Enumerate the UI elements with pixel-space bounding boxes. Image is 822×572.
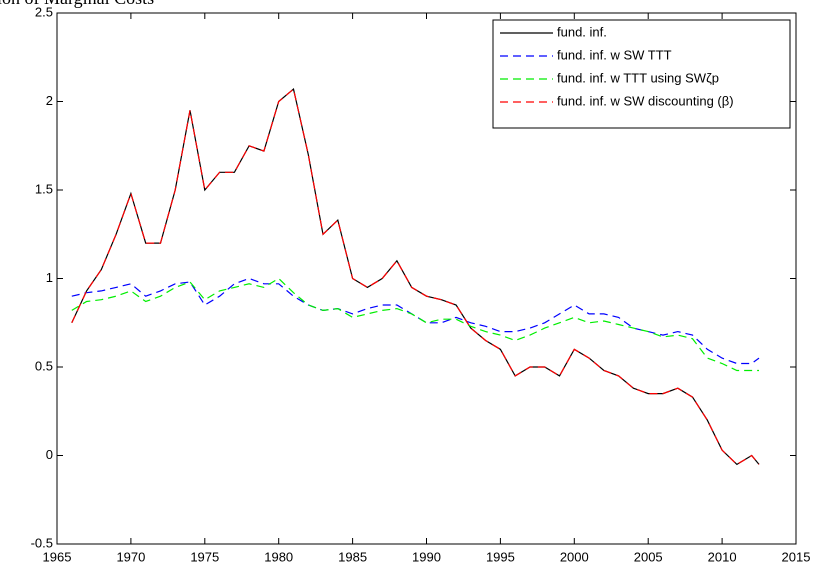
y-tick-label: 1 (46, 270, 53, 285)
x-tick-label: 1995 (486, 549, 515, 564)
x-tick-label: 1980 (264, 549, 293, 564)
y-tick-label: 0 (46, 447, 53, 462)
legend-label: fund. inf. w TTT using SWζp (557, 70, 719, 85)
legend-box (492, 19, 791, 129)
y-tick-label: 0.5 (35, 358, 53, 373)
x-tick-label: 1985 (338, 549, 367, 564)
x-tick-label: 1990 (412, 549, 441, 564)
legend-label: fund. inf. w SW discounting (β) (557, 93, 734, 108)
x-tick-label: 2005 (634, 549, 663, 564)
y-tick-label: 1.5 (35, 181, 53, 196)
y-tick-label: 2.5 (35, 4, 53, 19)
x-tick-label: 2000 (560, 549, 589, 564)
line-series (71, 277, 759, 372)
chart-title: ation of Marginal Costs (0, 0, 154, 8)
legend: fund. inf. fund. inf. w SW TTT fund. inf. … (492, 19, 791, 129)
y-tick-label: -0.5 (31, 535, 53, 550)
legend-label: fund. inf. w SW TTT (557, 47, 672, 62)
x-tick-label: 1970 (116, 549, 145, 564)
x-tick-label: 1965 (43, 549, 72, 564)
line-series (71, 88, 760, 466)
x-tick-label: 1975 (190, 549, 219, 564)
legend-label: fund. inf. (557, 24, 607, 39)
plot-frame (56, 12, 797, 545)
y-tick-label: 2 (46, 93, 53, 108)
x-tick-label: 2015 (782, 549, 811, 564)
x-tick-label: 2010 (708, 549, 737, 564)
